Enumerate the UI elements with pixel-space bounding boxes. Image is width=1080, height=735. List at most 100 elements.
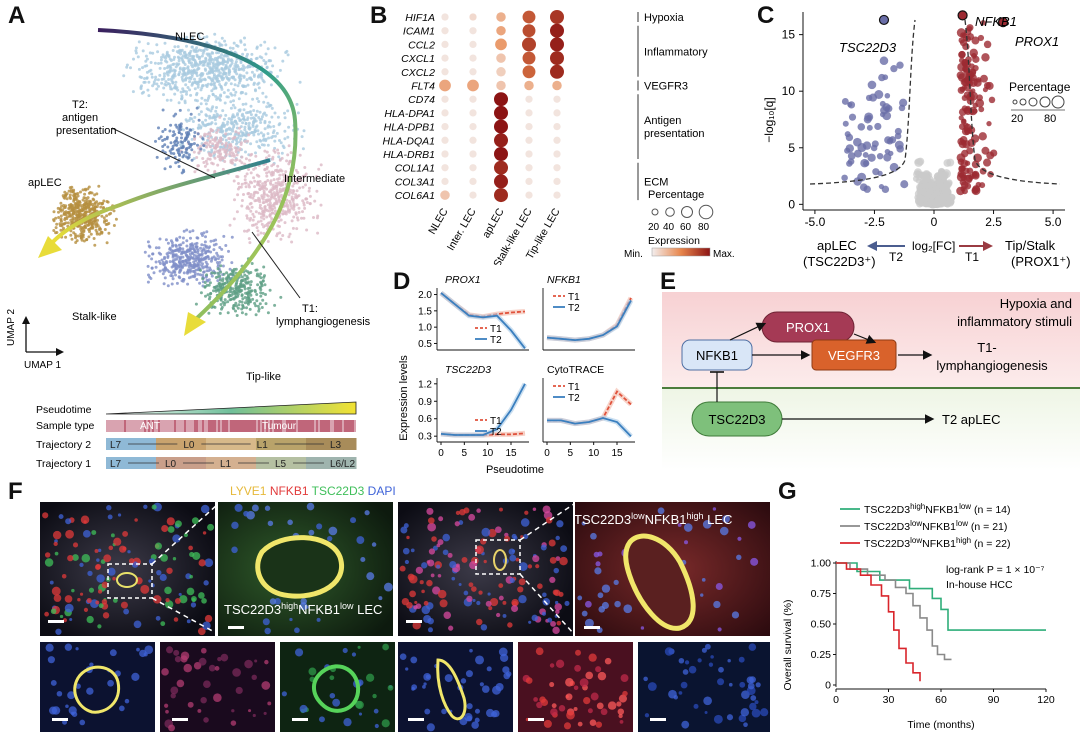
umap-cell [249,216,253,220]
sample-stripe [318,420,320,432]
umap-cell [232,67,236,71]
umap-cell [196,67,200,70]
umap-cell [190,83,194,87]
umap-cell [105,214,109,218]
umap-cell [230,148,234,151]
nucleus [442,549,449,556]
volcano-point-ns [948,193,956,201]
umap-cell [181,144,185,148]
umap-cell [268,120,272,124]
umap-cell [264,52,268,56]
umap-cell [191,256,195,260]
expression-dot [469,40,477,49]
subplot-x-tick-label: 15 [611,448,623,459]
expression-dot [494,147,508,161]
nucleus [728,682,733,687]
umap-cell [211,138,215,142]
umap-cell [270,195,274,199]
umap-cell [279,141,283,145]
expression-dot [441,13,449,21]
umap-cell [231,46,235,50]
volcano-legend-dot-2 [1019,98,1027,106]
umap-cell [300,135,304,139]
sample-stripe [196,420,198,432]
umap-cell [157,84,160,88]
umap-cell [221,167,225,171]
umap-cell [137,67,141,71]
umap-cell [163,257,166,261]
umap-cell [169,59,173,62]
nucleus [248,709,252,713]
nucleus [49,580,54,585]
umap-cell [244,269,248,273]
expression-dot [469,164,477,172]
nucleus [50,608,57,615]
subplot-title: CytoTRACE [547,364,604,376]
expression-dot [440,190,450,200]
umap-cell [227,117,231,121]
umap-cell [232,179,236,183]
umap-cell [220,145,224,149]
umap-cell [219,303,223,306]
umap-cell [169,123,173,127]
umap-cell [265,187,269,191]
umap-cell [204,245,208,249]
umap-cell [283,210,287,214]
volcano-point-ns [921,173,931,182]
nucleus [101,581,109,589]
umap-cell [208,67,212,71]
umap-cell [298,153,302,157]
nucleus [587,708,593,714]
umap-cell [246,287,250,290]
umap-cell [232,269,236,273]
umap-cell [201,59,205,63]
volcano-point-down [870,144,878,152]
umap-cell [195,99,199,103]
umap-cell [210,51,214,55]
scalebar-3 [406,620,422,623]
scalebar-1 [48,620,64,623]
nucleus [542,592,547,598]
expression-dot [441,122,449,131]
nucleus [517,586,524,593]
umap-cell [80,206,84,210]
umap-cell [240,182,244,186]
umap-cell [166,145,170,149]
expression-dot [525,177,533,186]
umap-cell [195,245,199,249]
umap-cell [163,143,167,147]
umap-cell [60,219,63,223]
umap-cell [319,203,323,207]
umap-cell [93,243,97,247]
gene-label: HLA-DPA1 [384,108,435,120]
umap-cell [283,111,286,115]
umap-cell [255,299,259,303]
label-aplec: apLEC [28,177,62,189]
umap-cell [74,192,78,196]
umap-cell [159,61,163,65]
volcano-point-down [889,162,899,172]
umap-cell [176,151,180,155]
panel-label-f: F [8,478,23,505]
nucleus [447,552,453,558]
trajectory-node-label: L1 [220,459,232,470]
volcano-point-ns [933,198,941,205]
umap-cell [207,75,211,79]
volcano-point-up [965,70,975,80]
nucleus [95,564,101,570]
umap-cell [169,239,173,243]
expression-dot [522,51,536,65]
umap-cell [265,156,268,160]
umap-cell [278,158,282,162]
umap-cell [272,191,276,195]
umap-cell [199,144,202,148]
umap-cell [249,142,253,146]
sample-stripe [270,420,272,432]
panel-e-pathway: PROX1 NFKB1 VEGFR3 TSC22D3 Hypoxia and i… [662,292,1080,470]
umap-cell [218,274,222,278]
umap-cell [223,298,227,302]
sample-stripe [286,420,288,432]
umap-cell [260,306,264,309]
umap-cell [190,45,194,49]
